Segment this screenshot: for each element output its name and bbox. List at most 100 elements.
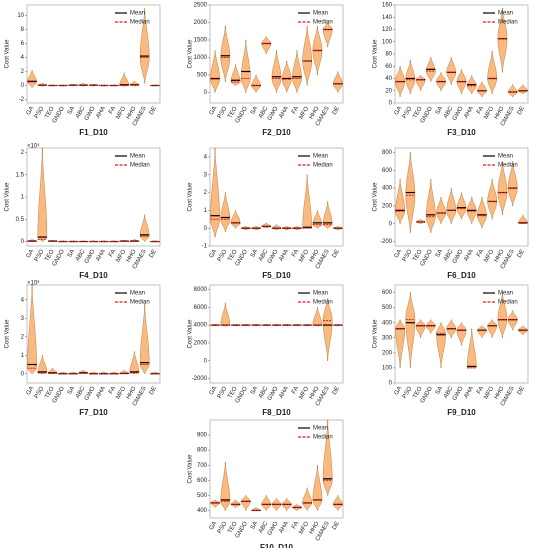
x-tick-label: DE	[332, 386, 341, 396]
violin	[405, 292, 416, 369]
x-tick-label: PSO	[217, 106, 229, 120]
x-tick-label: SA	[435, 386, 444, 396]
y-tick-label: 3	[204, 172, 208, 178]
y-tick-label: 20	[385, 88, 392, 94]
y-tick-label: 1	[204, 208, 208, 214]
violin	[139, 303, 150, 374]
y-tick-label: 3	[21, 316, 25, 322]
x-tick-label: SA	[250, 249, 259, 259]
legend-label: Mean	[313, 11, 328, 17]
x-tick-label: GWO	[84, 249, 97, 265]
violin	[507, 84, 518, 98]
x-tick-label: TEO	[227, 386, 239, 400]
x-tick-label: TEO	[44, 386, 56, 400]
y-tick-label: 2000	[194, 20, 208, 26]
x-tick-label: SA	[67, 249, 76, 259]
legend-label: Mean	[313, 291, 328, 297]
chart-title: F8_D10	[262, 408, 291, 417]
legend-label: Median	[130, 300, 150, 306]
x-tick-label: ABC	[75, 105, 87, 119]
violin	[251, 507, 261, 511]
plot-frame	[26, 4, 161, 104]
y-tick-label: 600	[197, 478, 208, 484]
x-tick-label: GA	[209, 386, 219, 397]
legend-label: Mean	[498, 154, 513, 160]
y-tick-label: 600	[382, 168, 393, 174]
x-tick-label: DE	[332, 106, 341, 116]
violin	[210, 499, 220, 508]
x-tick-label: GWO	[84, 386, 97, 402]
violin	[251, 74, 261, 93]
violin	[426, 319, 436, 334]
chart-title: F7_D10	[79, 408, 108, 417]
x-tick-label: FA	[291, 386, 300, 395]
x-tick-label: FA	[476, 249, 485, 258]
y-tick-label: 900	[197, 433, 208, 439]
violin	[210, 147, 220, 238]
x-tick-label: PSO	[402, 249, 414, 263]
x-tick-label: AHA	[463, 386, 474, 400]
y-axis-label: Cost Value	[373, 319, 379, 349]
chart-title: F3_D10	[447, 128, 476, 137]
violin	[271, 224, 282, 231]
y-axis-label: Cost Value	[373, 39, 379, 69]
x-tick-label: GA	[26, 249, 36, 260]
y-tick-label: 2	[21, 69, 25, 75]
y-tick-label: 500	[382, 305, 393, 311]
x-tick-label: GWO	[452, 249, 465, 265]
violin	[487, 319, 497, 338]
y-tick-label: 400	[197, 508, 208, 514]
y-tick-label: 0	[21, 239, 25, 245]
violin	[312, 465, 323, 511]
legend-label: Median	[130, 20, 150, 26]
x-tick-label: AHA	[95, 386, 106, 400]
y-tick-label: 4	[204, 154, 208, 160]
x-tick-label: GA	[209, 249, 219, 260]
x-tick-label: AHA	[278, 249, 289, 263]
y-tick-label: 8	[21, 27, 25, 33]
violin	[456, 192, 467, 220]
violin	[292, 50, 302, 93]
violin	[220, 25, 231, 83]
violin	[466, 328, 477, 369]
x-tick-label: PSO	[217, 386, 229, 400]
y-tick-label: 0	[21, 371, 25, 377]
x-tick-label: GWO	[267, 249, 280, 265]
violin	[281, 60, 292, 93]
violin	[312, 307, 323, 327]
x-tick-label: FA	[476, 386, 485, 395]
x-tick-label: ABC	[258, 385, 270, 399]
y-axis-label: Cost Value	[373, 182, 379, 212]
violin	[395, 178, 405, 224]
y-tick-label: 500	[197, 73, 208, 79]
y-tick-label: 200	[382, 350, 393, 356]
violin	[497, 292, 508, 338]
chart-title: F4_D10	[79, 271, 108, 280]
violin	[312, 210, 323, 229]
y-tick-label: 1500	[194, 38, 208, 44]
violin	[261, 222, 272, 229]
y-tick-label: 2	[21, 150, 25, 156]
y-tick-label: 2000	[194, 340, 208, 346]
plot-frame	[26, 284, 161, 384]
chart-title: F1_D10	[79, 128, 108, 137]
violin	[477, 196, 487, 229]
y-tick-label: -1	[202, 244, 208, 250]
x-tick-label: FA	[476, 106, 485, 115]
x-tick-label: GA	[26, 386, 36, 397]
x-tick-label: SA	[250, 521, 259, 531]
violin	[241, 39, 251, 93]
y-tick-label: 120	[382, 27, 393, 33]
violin	[27, 69, 37, 88]
x-tick-label: DE	[332, 249, 341, 259]
y-tick-label: 200	[382, 203, 393, 209]
x-tick-label: AHA	[95, 106, 106, 120]
y-tick-label: 6	[21, 41, 25, 47]
x-tick-label: DE	[149, 249, 158, 259]
x-tick-label: FA	[291, 521, 300, 530]
chart-title: F10_D10	[260, 543, 293, 548]
violin	[220, 462, 231, 511]
x-tick-label: ABC	[75, 248, 87, 262]
x-tick-label: GWO	[267, 521, 280, 537]
y-axis-label: Cost Value	[5, 182, 11, 212]
